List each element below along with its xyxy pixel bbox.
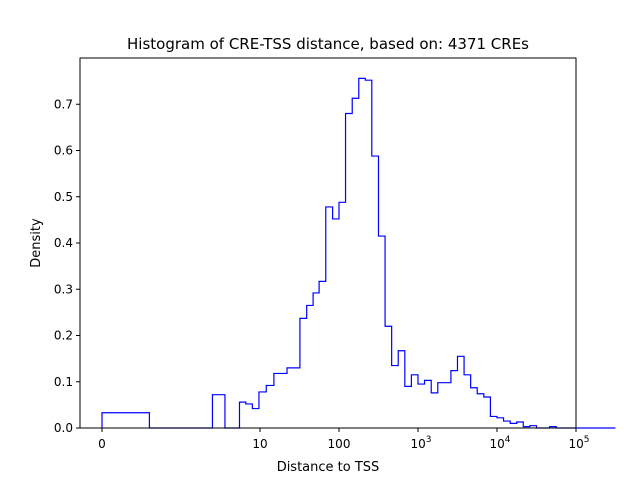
plot-area bbox=[79, 57, 616, 429]
x-axis-label: Distance to TSS bbox=[277, 460, 380, 475]
y-tick-label: 0.0 bbox=[54, 421, 73, 435]
y-axis-ticks: 0.0 0.1 0.2 0.3 0.4 0.5 0.6 0.7 bbox=[54, 97, 80, 435]
histogram-step-line bbox=[101, 77, 616, 429]
y-tick-label: 0.1 bbox=[54, 375, 73, 389]
x-tick-label: 10 bbox=[252, 437, 267, 451]
y-tick-label: 0.2 bbox=[54, 329, 73, 343]
y-axis-label: Density bbox=[29, 218, 44, 268]
x-tick-label: 104 bbox=[489, 435, 510, 451]
plot-frame bbox=[79, 57, 577, 429]
y-tick-label: 0.4 bbox=[54, 236, 73, 250]
x-tick-label: 103 bbox=[410, 435, 431, 451]
chart-title: Histogram of CRE-TSS distance, based on:… bbox=[127, 35, 529, 53]
x-tick-label: 105 bbox=[568, 435, 589, 451]
x-tick-label: 100 bbox=[328, 437, 351, 451]
x-tick-label: 0 bbox=[98, 437, 106, 451]
x-axis-ticks: 010100103104105106 bbox=[98, 428, 590, 451]
y-tick-label: 0.5 bbox=[54, 190, 73, 204]
y-tick-label: 0.3 bbox=[54, 282, 73, 296]
y-tick-label: 0.7 bbox=[54, 97, 73, 111]
y-tick-label: 0.6 bbox=[54, 144, 73, 158]
